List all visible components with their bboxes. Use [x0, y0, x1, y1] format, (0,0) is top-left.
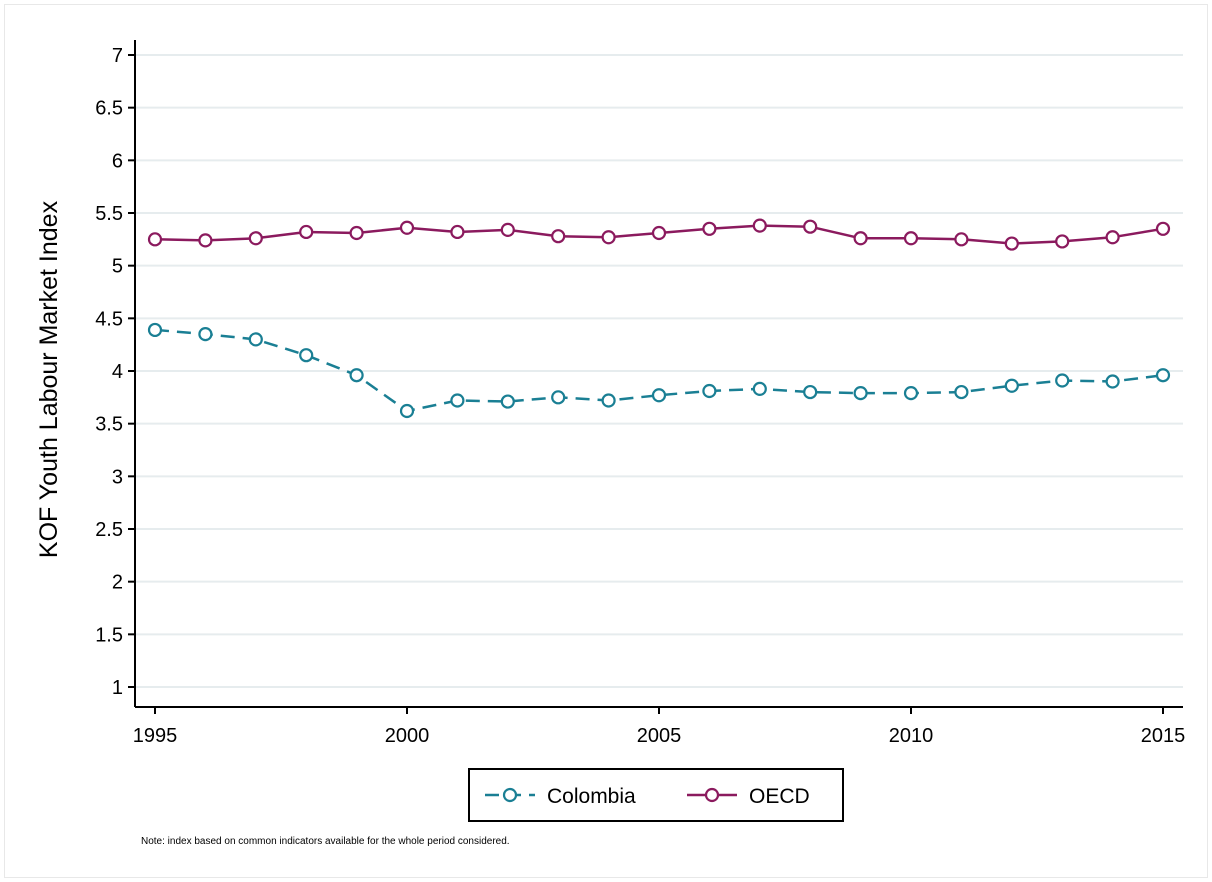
- data-point-oecd: [1105, 230, 1120, 245]
- data-point-oecd: [1155, 221, 1171, 236]
- data-point-colombia: [651, 388, 667, 403]
- data-point-colombia: [1105, 374, 1120, 389]
- y-axis-title: KOF Youth Labour Market Index: [35, 200, 63, 558]
- data-point-colombia: [198, 327, 213, 342]
- legend-marker-oecd: [704, 787, 720, 803]
- y-tick-label: 3: [112, 466, 123, 488]
- y-tick-label: 7: [112, 45, 123, 67]
- y-tick-label: 1.5: [95, 624, 123, 646]
- y-tick-label: 3.5: [95, 414, 123, 436]
- data-point-colombia: [1004, 378, 1019, 393]
- data-point-colombia: [248, 332, 263, 347]
- legend-label-oecd: OECD: [749, 785, 810, 808]
- data-point-colombia: [500, 394, 515, 409]
- x-tick-label: 1995: [133, 725, 178, 747]
- chart-border: [4, 4, 1208, 878]
- data-point-oecd: [349, 225, 364, 241]
- y-tick-label: 5: [112, 256, 123, 278]
- data-point-oecd: [198, 233, 213, 248]
- data-point-colombia: [752, 381, 767, 397]
- y-tick-label: 4.5: [95, 308, 123, 330]
- x-tick-label: 2005: [637, 725, 682, 747]
- y-tick-label: 4: [112, 361, 123, 383]
- data-point-colombia: [1155, 368, 1171, 383]
- data-point-colombia: [702, 383, 717, 399]
- y-tick-label: 6.5: [95, 98, 123, 120]
- data-point-colombia: [450, 393, 465, 408]
- data-point-colombia: [399, 403, 415, 419]
- data-point-colombia: [551, 390, 566, 405]
- y-tick-label: 6: [112, 150, 123, 172]
- data-point-oecd: [803, 219, 818, 234]
- chart-note: Note: index based on common indicators a…: [141, 836, 510, 847]
- x-tick-label: 2000: [385, 725, 430, 747]
- data-point-oecd: [752, 218, 767, 233]
- data-point-colombia: [1055, 373, 1070, 388]
- y-tick-label: 5.5: [95, 203, 123, 225]
- data-point-colombia: [903, 386, 919, 401]
- x-tick-label: 2015: [1141, 725, 1186, 747]
- data-point-oecd: [450, 224, 465, 240]
- y-tick-label: 2.5: [95, 519, 123, 541]
- data-point-oecd: [601, 230, 616, 245]
- y-tick-label: 1: [112, 677, 123, 699]
- legend-marker-colombia: [502, 787, 518, 803]
- data-point-oecd: [399, 220, 415, 235]
- x-tick-label: 2010: [889, 725, 934, 747]
- data-point-oecd: [1055, 234, 1070, 249]
- data-point-colombia: [349, 368, 364, 383]
- data-point-oecd: [299, 224, 314, 240]
- data-point-colombia: [299, 348, 314, 363]
- data-point-oecd: [903, 231, 919, 246]
- data-point-colombia: [601, 393, 616, 408]
- data-point-colombia: [803, 384, 818, 400]
- data-point-oecd: [853, 231, 868, 246]
- legend-label-colombia: Colombia: [547, 785, 636, 808]
- data-point-colombia: [954, 384, 969, 400]
- y-tick-label: 2: [112, 572, 123, 594]
- series-line-colombia: [154, 328, 1164, 413]
- data-point-oecd: [1004, 236, 1019, 251]
- data-point-oecd: [651, 225, 667, 241]
- data-point-oecd: [147, 232, 163, 247]
- data-point-oecd: [500, 222, 515, 237]
- data-point-oecd: [702, 221, 717, 236]
- data-point-oecd: [248, 231, 263, 246]
- data-point-oecd: [954, 232, 969, 247]
- data-point-colombia: [853, 386, 868, 401]
- data-point-oecd: [551, 229, 566, 244]
- data-point-colombia: [147, 322, 163, 338]
